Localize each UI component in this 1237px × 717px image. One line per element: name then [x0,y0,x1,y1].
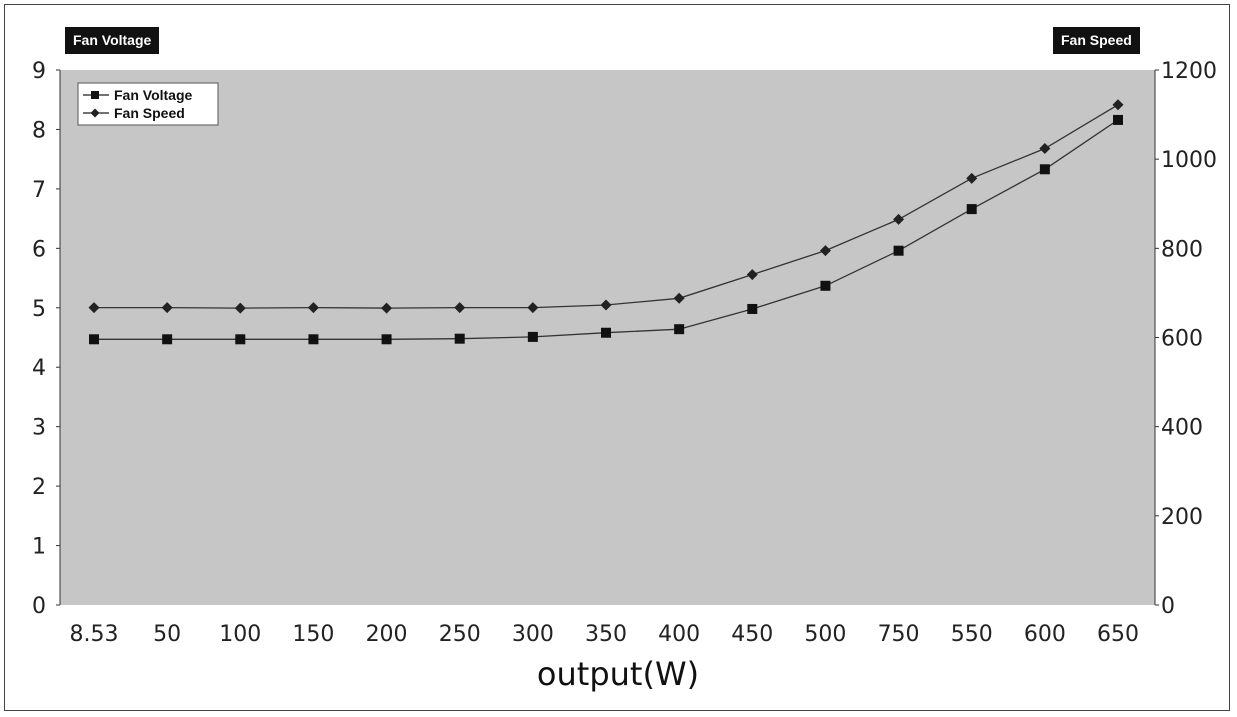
legend-label: Fan Speed [114,105,185,121]
fan-voltage-point [747,303,758,314]
fan-voltage-point [1039,164,1050,175]
x-axis-tick-label: 550 [951,622,993,647]
fan-speed-point [307,302,319,314]
left-axis-tick-label: 1 [32,535,46,560]
x-axis-tick-label: 400 [658,622,700,647]
fan-speed-point [1039,142,1051,154]
fan-speed-point [88,302,100,314]
right-axis-tick-label: 1000 [1161,148,1217,173]
fan-voltage-point [454,333,465,344]
left-axis-tick-label: 3 [32,416,46,441]
right-axis-tick-label: 400 [1161,416,1203,441]
left-axis-tick-label: 9 [32,59,46,84]
x-axis-tick-label: 100 [219,622,261,647]
fan-speed-point [454,302,466,314]
right-axis-tick-label: 1200 [1161,59,1217,84]
left-axis-tick-label: 8 [32,118,46,143]
x-axis-tick-label: 650 [1097,622,1139,647]
x-axis-tick-label: 250 [439,622,481,647]
left-axis-tick-label: 4 [32,356,46,381]
fan-voltage-point [674,324,685,335]
x-axis-tick-label: 350 [585,622,627,647]
x-axis-tick-label: 8.53 [70,622,119,647]
fan-speed-point [1112,99,1124,111]
fan-speed-point [527,302,539,314]
fan-speed-point [161,302,173,314]
fan-speed-point [966,172,978,184]
fan-speed-point [234,302,246,314]
x-axis-tick-label: 200 [366,622,408,647]
fan-voltage-point [381,334,392,345]
x-axis-tick-label: 150 [292,622,334,647]
fan-speed-point [819,245,831,257]
fan-speed-point [600,299,612,311]
fan-voltage-point [235,334,246,345]
fan-voltage-point [966,204,977,215]
legend-label: Fan Voltage [114,87,193,103]
x-axis-tick-label: 750 [878,622,920,647]
left-axis-tag: Fan Voltage [65,27,160,54]
fan-voltage-point [820,280,831,291]
fan-speed-point [381,302,393,314]
x-axis-tick-label: 450 [731,622,773,647]
fan-voltage-point [89,334,99,345]
fan-voltage-point [308,334,319,345]
x-axis-tick-label: 300 [512,622,554,647]
legend-diamond-marker [90,108,100,118]
right-axis-tick-label: 800 [1161,237,1203,262]
right-axis-tick-label: 600 [1161,327,1203,352]
legend: Fan Voltage Fan Speed [77,82,219,126]
right-axis-tick-label: 200 [1161,505,1203,530]
fan-voltage-point [601,327,611,338]
left-axis-tick-label: 2 [32,475,46,500]
left-axis-tick-label: 6 [32,237,46,262]
left-axis-tick-label: 0 [32,594,46,619]
legend-square-marker [91,91,99,99]
fan-voltage-point [527,331,538,342]
left-axis-tick-label: 7 [32,178,46,203]
fan-voltage-point [1113,114,1123,125]
fan-voltage-point [162,334,173,345]
fan-voltage-point [893,245,904,256]
left-axis-tick-label: 5 [32,297,46,322]
x-axis-tick-label: 500 [804,622,846,647]
fan-speed-point [673,292,685,304]
fan-speed-point [893,213,905,225]
right-axis-tag: Fan Speed [1053,27,1140,54]
legend-box [77,82,219,126]
x-axis-label: output(W) [537,655,699,693]
fan-speed-point [746,269,758,281]
right-axis-tick-label: 0 [1161,594,1175,619]
x-axis-tick-label: 600 [1024,622,1066,647]
x-axis-tick-label: 50 [153,622,181,647]
